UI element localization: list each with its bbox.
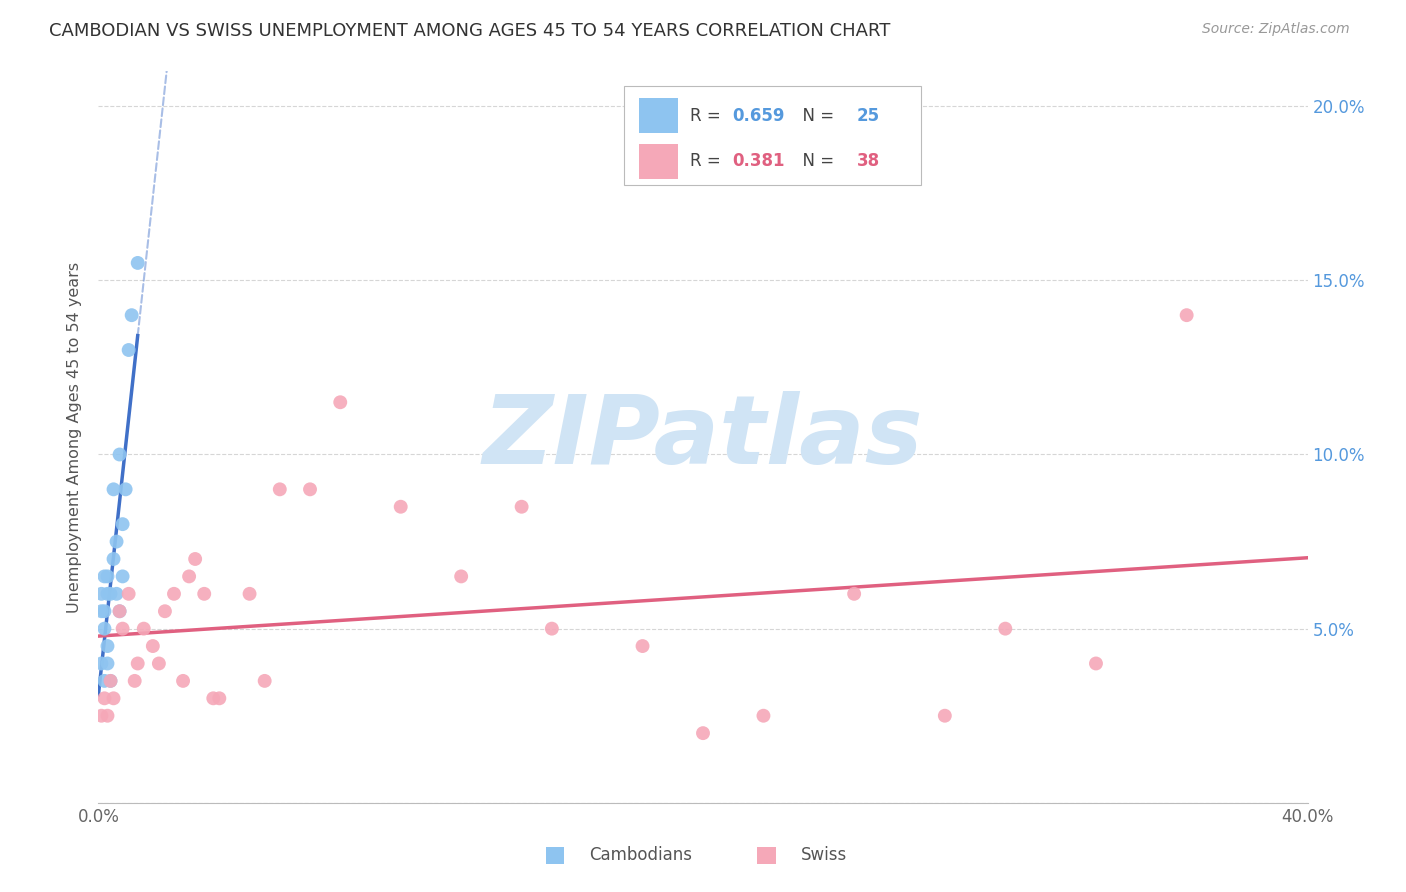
Y-axis label: Unemployment Among Ages 45 to 54 years: Unemployment Among Ages 45 to 54 years xyxy=(67,261,83,613)
Point xyxy=(142,639,165,653)
Point xyxy=(179,569,201,583)
Point xyxy=(450,569,472,583)
Point xyxy=(1175,308,1198,322)
Point xyxy=(114,483,136,497)
Point xyxy=(752,708,775,723)
Point xyxy=(269,483,291,497)
Point xyxy=(202,691,225,706)
Point xyxy=(90,708,112,723)
FancyBboxPatch shape xyxy=(624,86,921,185)
Point xyxy=(299,483,322,497)
Point xyxy=(127,657,149,671)
FancyBboxPatch shape xyxy=(638,98,678,134)
Point xyxy=(96,708,118,723)
Point xyxy=(389,500,412,514)
Point xyxy=(96,569,118,583)
Text: Cambodians: Cambodians xyxy=(589,847,692,864)
Point xyxy=(108,604,131,618)
Point xyxy=(127,256,149,270)
Point xyxy=(253,673,276,688)
Text: R =: R = xyxy=(690,153,725,170)
Point xyxy=(93,604,115,618)
Point xyxy=(103,691,125,706)
Point xyxy=(994,622,1017,636)
Point xyxy=(148,657,170,671)
Point xyxy=(93,569,115,583)
Point xyxy=(90,657,112,671)
Point xyxy=(208,691,231,706)
Point xyxy=(844,587,866,601)
Point xyxy=(163,587,186,601)
Point xyxy=(153,604,176,618)
Point xyxy=(172,673,194,688)
Text: Source: ZipAtlas.com: Source: ZipAtlas.com xyxy=(1202,22,1350,37)
Point xyxy=(108,448,131,462)
Point xyxy=(96,657,118,671)
Point xyxy=(93,691,115,706)
Point xyxy=(510,500,533,514)
Text: 38: 38 xyxy=(856,153,880,170)
Point xyxy=(90,604,112,618)
Point xyxy=(96,639,118,653)
Point xyxy=(100,587,122,601)
Text: N =: N = xyxy=(793,107,839,125)
Point xyxy=(100,673,122,688)
Text: 0.381: 0.381 xyxy=(733,153,785,170)
Point xyxy=(96,587,118,601)
Point xyxy=(93,673,115,688)
Text: CAMBODIAN VS SWISS UNEMPLOYMENT AMONG AGES 45 TO 54 YEARS CORRELATION CHART: CAMBODIAN VS SWISS UNEMPLOYMENT AMONG AG… xyxy=(49,22,890,40)
Text: Swiss: Swiss xyxy=(801,847,848,864)
Point xyxy=(93,622,115,636)
FancyBboxPatch shape xyxy=(638,144,678,178)
Point xyxy=(103,552,125,566)
Point xyxy=(90,587,112,601)
Point xyxy=(111,569,134,583)
Point xyxy=(692,726,714,740)
Point xyxy=(184,552,207,566)
Point xyxy=(121,308,143,322)
Text: 0.659: 0.659 xyxy=(733,107,785,125)
Point xyxy=(1085,657,1108,671)
Point xyxy=(193,587,215,601)
Point xyxy=(239,587,262,601)
Point xyxy=(132,622,155,636)
Point xyxy=(105,587,128,601)
Point xyxy=(934,708,956,723)
Point xyxy=(111,517,134,532)
Point xyxy=(100,673,122,688)
FancyBboxPatch shape xyxy=(546,847,564,863)
FancyBboxPatch shape xyxy=(758,847,776,863)
Point xyxy=(111,622,134,636)
Text: N =: N = xyxy=(793,153,839,170)
Text: 25: 25 xyxy=(856,107,880,125)
Point xyxy=(631,639,654,653)
Point xyxy=(118,587,141,601)
Point xyxy=(329,395,352,409)
Text: ZIPatlas: ZIPatlas xyxy=(482,391,924,483)
Point xyxy=(118,343,141,357)
Point xyxy=(540,622,562,636)
Point xyxy=(103,483,125,497)
Point xyxy=(124,673,146,688)
Text: R =: R = xyxy=(690,107,725,125)
Point xyxy=(105,534,128,549)
Point xyxy=(108,604,131,618)
